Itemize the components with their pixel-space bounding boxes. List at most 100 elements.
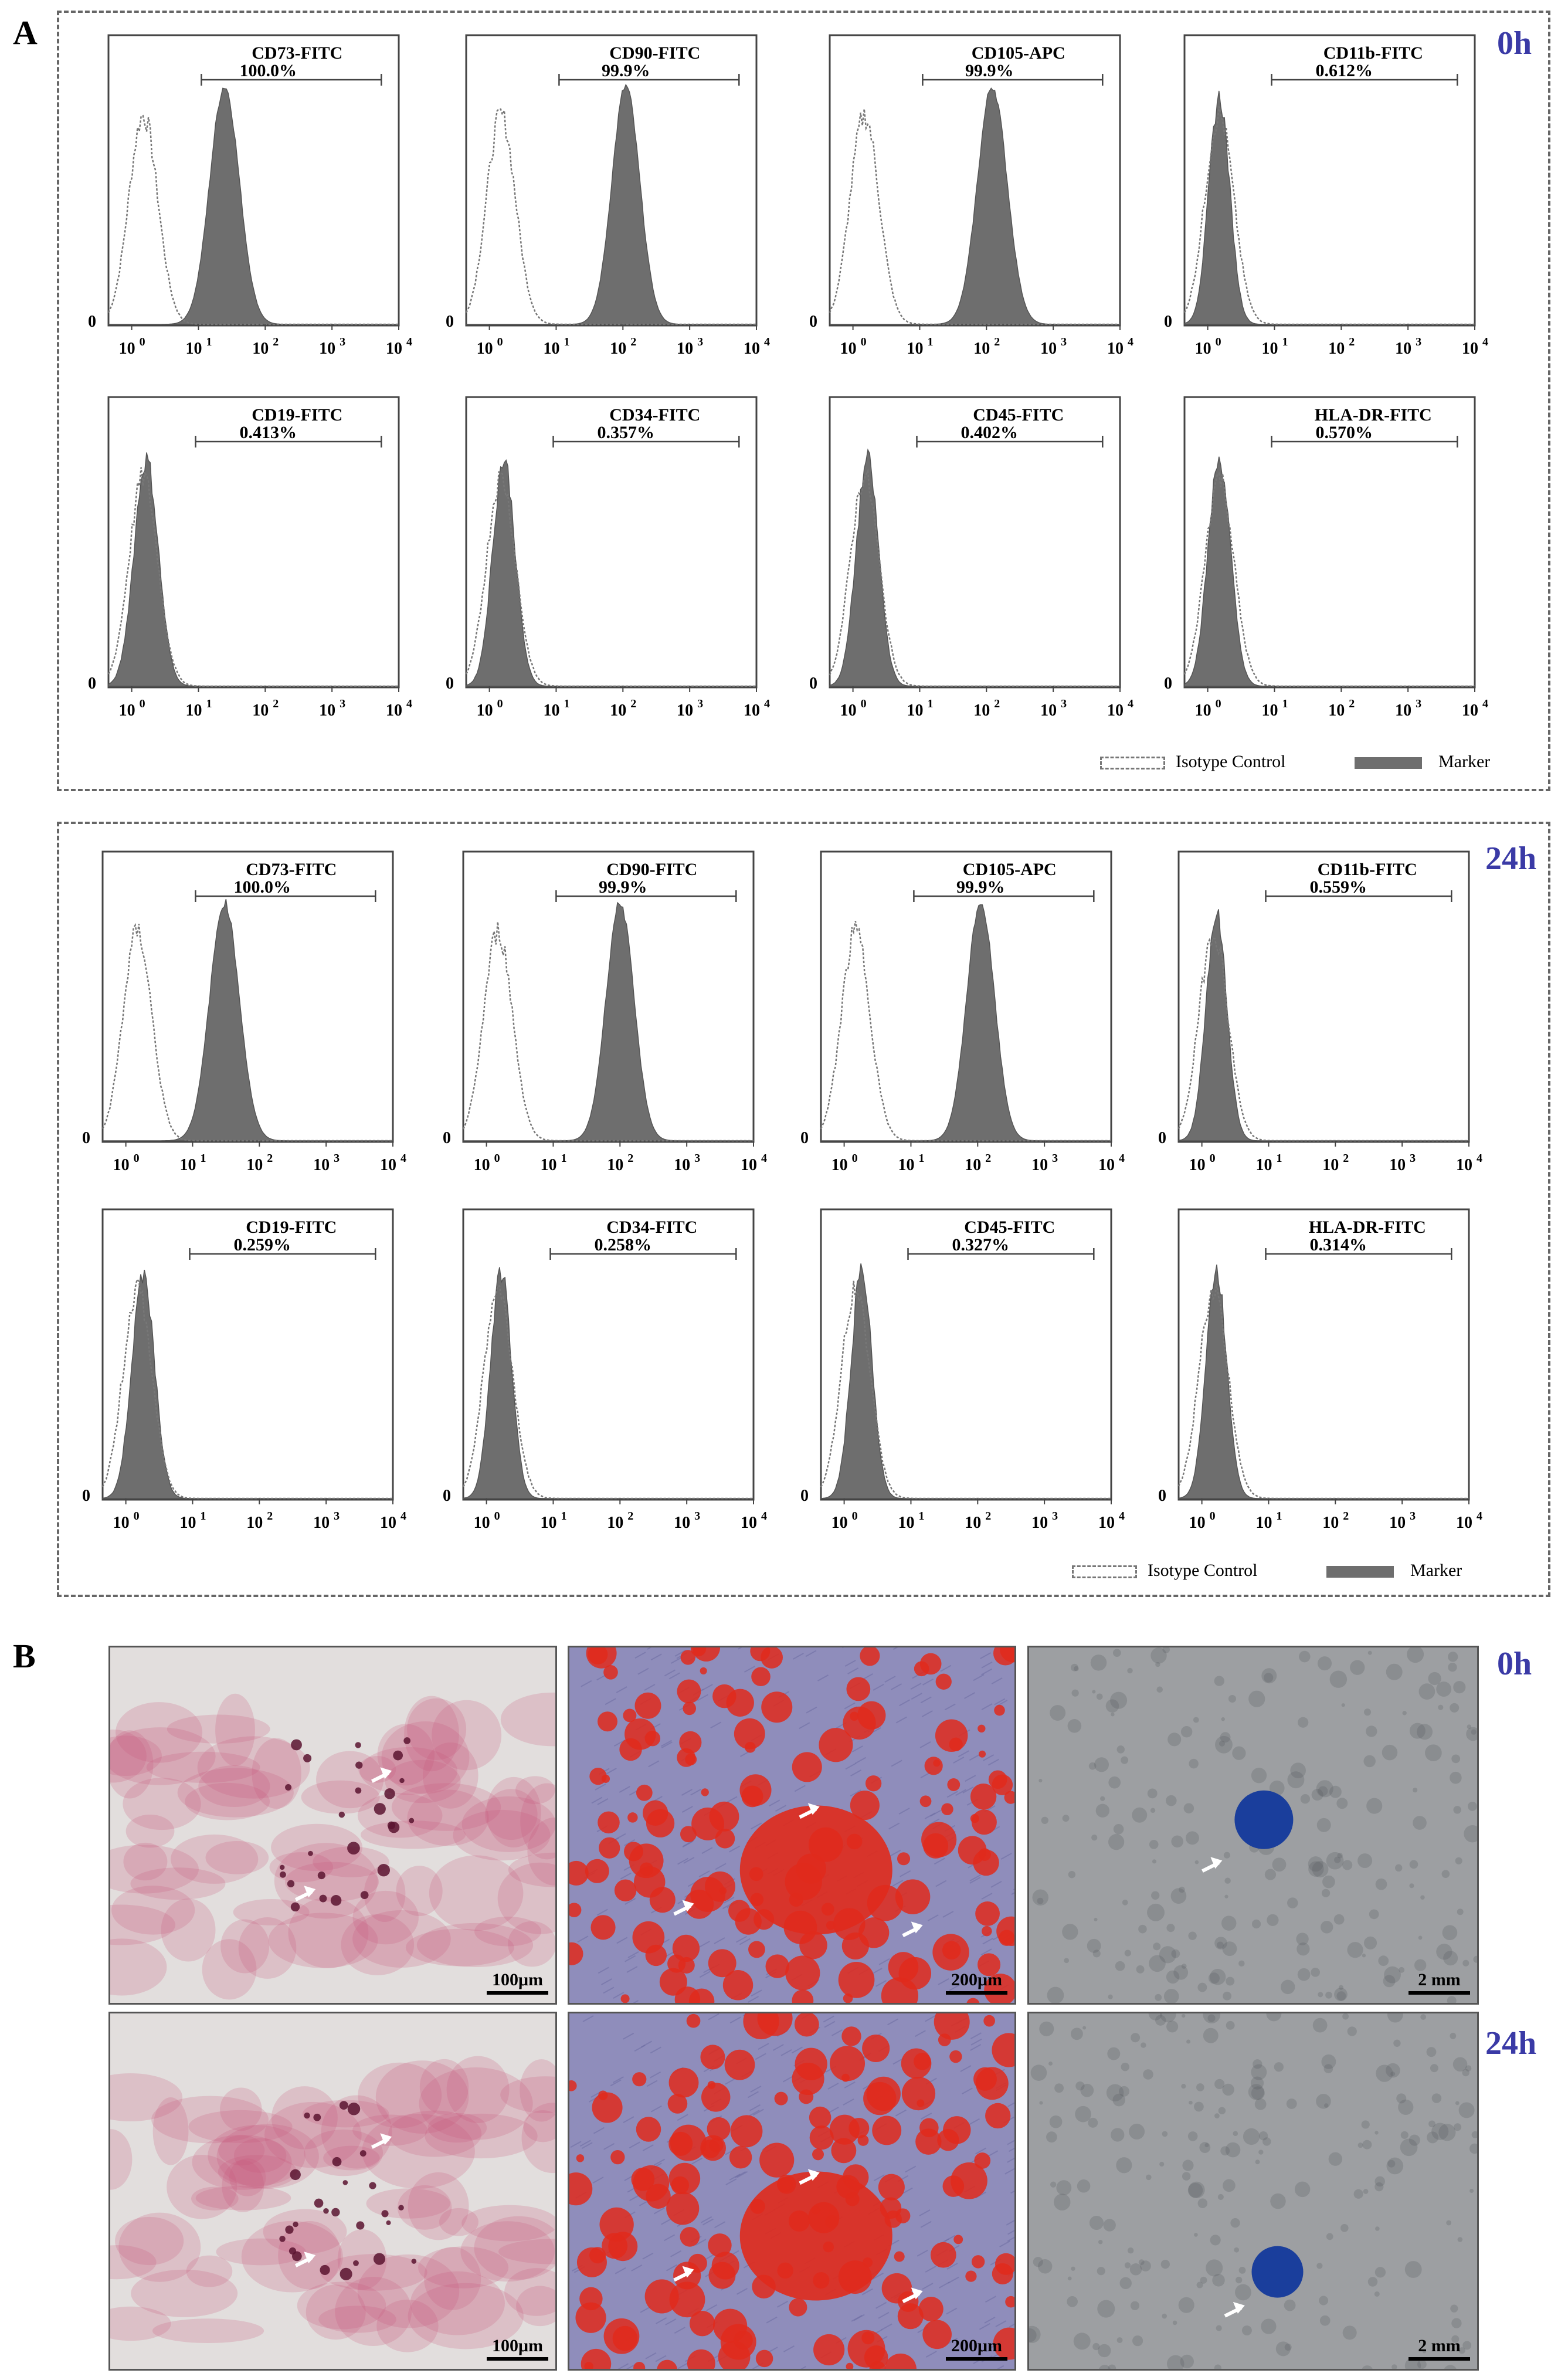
gate-percent: 99.9% (956, 877, 1005, 897)
background-texture (1188, 1931, 1197, 1940)
oil-red-stain (521, 2103, 555, 2174)
background-texture (1107, 2047, 1121, 2060)
cell-texture (981, 1893, 993, 1900)
alizarin-nodule (865, 1775, 882, 1792)
oil-red-stain (498, 2239, 555, 2264)
alizarin-nodule (590, 1915, 616, 1940)
x-tick-label: 10 (380, 1156, 396, 1174)
lipid-droplet (353, 2260, 359, 2266)
cell-texture (577, 1935, 589, 1943)
cell-texture (985, 2296, 996, 2303)
background-texture (1226, 2020, 1235, 2030)
background-texture (1395, 1864, 1403, 1872)
cell-texture (942, 1911, 954, 1918)
alizarin-nodule (985, 2103, 1011, 2129)
x-tick-exponent: 0 (497, 697, 503, 710)
cell-texture (670, 1657, 682, 1664)
oil-red-stain (161, 1898, 216, 1962)
oil-red-stain (185, 1782, 270, 1820)
alizarin-nodule (667, 2094, 688, 2114)
cell-texture (917, 2249, 928, 2257)
lipid-droplet (342, 2180, 348, 2185)
oil-red-stain (461, 2205, 555, 2242)
alizarin-nodule (708, 2233, 732, 2257)
background-texture (1219, 1740, 1225, 1747)
background-texture (1272, 1857, 1287, 1872)
cell-texture (794, 1785, 806, 1792)
background-texture (1258, 2131, 1268, 2141)
background-texture (1342, 2013, 1349, 2020)
cell-texture (655, 2355, 667, 2362)
background-texture (1458, 2347, 1465, 2354)
cell-texture (925, 2266, 936, 2273)
cell-texture (987, 2150, 999, 2158)
x-tick-exponent: 2 (267, 1510, 273, 1523)
background-texture (1095, 1803, 1110, 1818)
background-texture (1200, 2276, 1207, 2284)
x-tick-exponent: 1 (206, 697, 212, 710)
cell-texture (739, 1938, 751, 1945)
cell-texture (949, 1984, 961, 1991)
cell-texture (969, 1877, 981, 1884)
background-texture (1080, 2083, 1094, 2097)
background-texture (1450, 1771, 1462, 1784)
cell-texture (1009, 2323, 1014, 2328)
oil-red-stain (416, 1923, 534, 1968)
alizarin-nodule (978, 1953, 1001, 1976)
oil-red-stain (197, 1736, 310, 1799)
background-texture (1100, 1796, 1105, 1801)
alizarin-nodule (569, 1903, 582, 1917)
cell-texture (895, 2109, 907, 2117)
cell-texture (735, 2171, 746, 2178)
panel-a-label: A (13, 13, 38, 52)
oil-red-stain (152, 2097, 189, 2165)
background-texture (1152, 1859, 1157, 1864)
cell-texture (981, 1703, 993, 1710)
cell-texture (1007, 2230, 1014, 2235)
cell-texture (633, 2000, 639, 2003)
background-texture (1362, 1954, 1366, 1958)
cell-texture (644, 1684, 656, 1691)
oil-red-stain (364, 1865, 406, 1923)
oil-red-stain (218, 2135, 265, 2166)
background-texture (1108, 1994, 1113, 1999)
cell-texture (615, 1833, 626, 1840)
x-tick-exponent: 0 (1216, 697, 1221, 710)
background-texture (1311, 1968, 1320, 1977)
alizarin-nodule (632, 2072, 647, 2087)
background-texture (1122, 1899, 1128, 1906)
x-tick-exponent: 1 (1282, 697, 1288, 710)
background-texture (1214, 2079, 1225, 2090)
histogram-title: CD90-FITC (609, 43, 700, 63)
isotype-histogram-outline (107, 467, 399, 687)
background-texture (1199, 2142, 1211, 2153)
alizarin-nodule (575, 2302, 606, 2333)
background-texture (1131, 2033, 1141, 2043)
x-tick-exponent: 2 (1343, 1510, 1349, 1523)
background-texture (1232, 1746, 1246, 1760)
background-texture (1216, 1941, 1224, 1949)
x-tick-exponent: 0 (852, 1510, 858, 1523)
x-tick-label: 10 (1255, 1514, 1272, 1532)
x-tick-exponent: 2 (1349, 335, 1355, 348)
background-texture (1258, 2150, 1264, 2155)
background-texture (1298, 1717, 1309, 1728)
x-tick-exponent: 1 (1282, 335, 1288, 348)
cell-texture (634, 1652, 646, 1659)
cell-texture (661, 2218, 673, 2225)
x-tick-exponent: 2 (267, 1152, 273, 1165)
x-tick-exponent: 4 (406, 697, 412, 710)
background-texture (1180, 1726, 1193, 1738)
lipid-droplet (323, 2208, 329, 2214)
alizarin-nodule (846, 2362, 854, 2369)
background-texture (1417, 1724, 1433, 1740)
background-texture (1189, 1758, 1199, 1769)
alizarin-nodule (620, 1994, 630, 2003)
x-tick-label: 10 (313, 1514, 330, 1532)
alizarin-nodule (973, 1849, 999, 1876)
cell-texture (674, 2327, 685, 2334)
y-zero-label: 0 (1158, 1487, 1166, 1505)
cell-texture (605, 1768, 617, 1775)
alizarin-nodule (971, 1809, 997, 1835)
cell-texture (1006, 2219, 1014, 2226)
